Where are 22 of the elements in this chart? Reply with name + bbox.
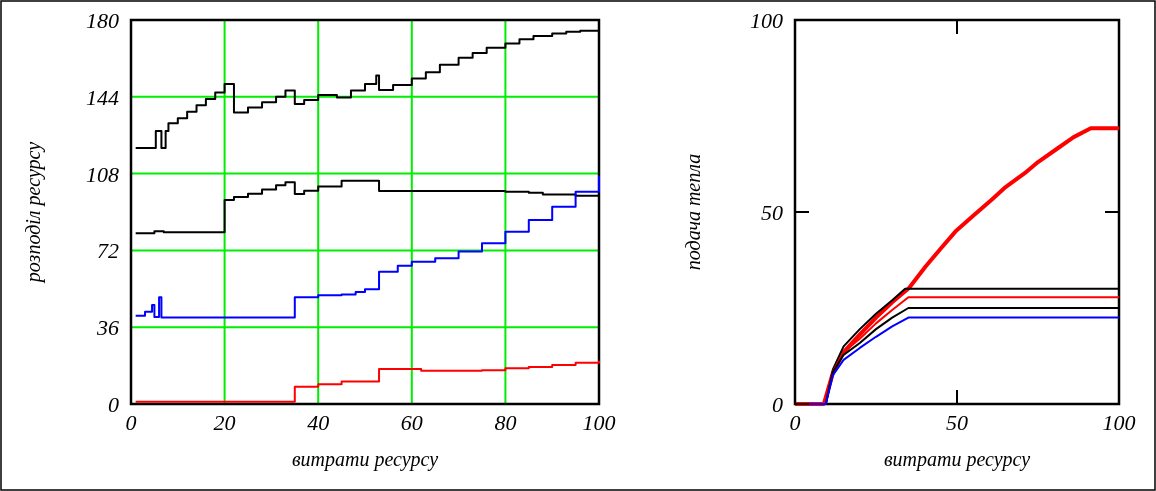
x-tick-label: 60: [400, 410, 423, 435]
y-axis-title: розподіл ресурсу: [22, 141, 45, 285]
x-axis-title: витрати ресурсу: [883, 448, 1031, 471]
x-tick-label: 100: [1102, 410, 1136, 435]
x-tick-label: 80: [494, 410, 517, 435]
x-tick-label: 0: [789, 410, 801, 435]
y-tick-label: 50: [761, 200, 783, 225]
x-tick-label: 50: [946, 410, 968, 435]
y-tick-label: 0: [772, 392, 783, 417]
y-tick-label: 144: [86, 84, 119, 110]
x-axis-title: витрати ресурсу: [291, 448, 439, 471]
y-axis-title: подача тепла: [682, 153, 704, 271]
x-tick-label: 20: [213, 410, 236, 435]
y-tick-label: 100: [750, 8, 783, 33]
y-tick-label: 0: [108, 392, 119, 417]
x-tick-label: 100: [582, 410, 616, 435]
y-tick-label: 180: [86, 8, 119, 33]
y-tick-label: 72: [97, 238, 119, 264]
y-tick-label: 36: [96, 315, 119, 341]
x-tick-label: 40: [307, 410, 330, 435]
y-tick-label: 108: [86, 161, 119, 187]
x-tick-label: 0: [125, 410, 137, 435]
